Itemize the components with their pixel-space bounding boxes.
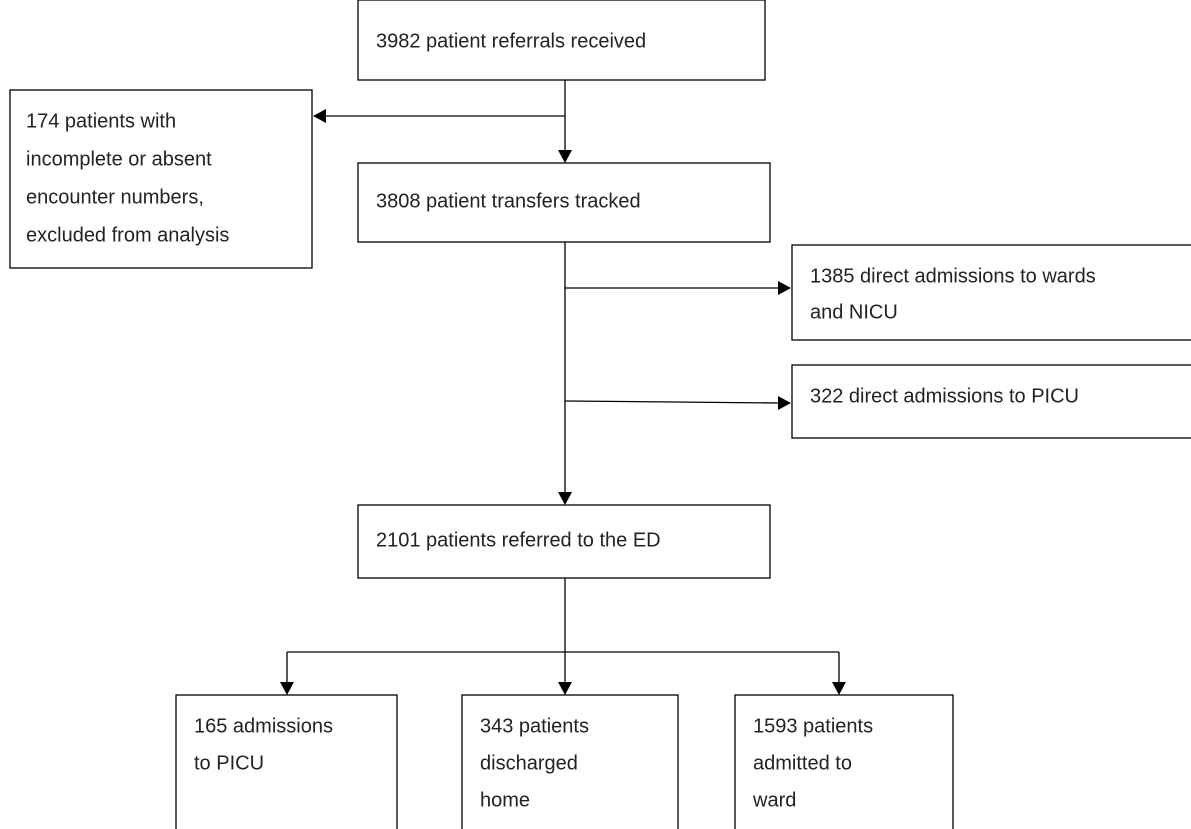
box	[357, 162, 771, 243]
arrowhead	[558, 150, 572, 163]
box-text: 3808 patient transfers tracked	[376, 190, 641, 212]
box-text: to PICU	[194, 752, 264, 774]
box-text: 174 patients with	[26, 110, 176, 132]
box	[791, 244, 1191, 341]
box	[175, 694, 398, 829]
connectors	[280, 80, 846, 695]
box-text: and NICU	[810, 301, 898, 323]
connector	[564, 400, 781, 404]
box	[357, 0, 766, 81]
box	[9, 89, 313, 269]
box-text: 1593 patients	[753, 715, 873, 737]
box	[461, 694, 679, 829]
box-text: encounter numbers,	[26, 186, 204, 208]
box-text: 343 patients	[480, 715, 589, 737]
box-text: incomplete or absent	[26, 148, 212, 170]
arrowhead	[778, 281, 791, 295]
arrowhead	[778, 396, 791, 410]
arrowhead	[558, 682, 572, 695]
arrowhead	[832, 682, 846, 695]
box-text: 165 admissions	[194, 715, 333, 737]
box-text: admitted to	[753, 752, 852, 774]
box-text: 2101 patients referred to the ED	[376, 529, 661, 551]
box-text: home	[480, 789, 530, 811]
arrowhead	[558, 492, 572, 505]
box-text: excluded from analysis	[26, 224, 229, 246]
arrowhead	[280, 682, 294, 695]
box	[791, 364, 1191, 439]
box	[357, 504, 771, 579]
box-text: discharged	[480, 752, 578, 774]
box-text: ward	[752, 789, 796, 811]
box-text: 3982 patient referrals received	[376, 30, 646, 52]
arrowhead	[313, 109, 326, 123]
box-text: 322 direct admissions to PICU	[810, 385, 1079, 407]
box-text: 1385 direct admissions to wards	[810, 265, 1096, 287]
box	[734, 694, 954, 829]
